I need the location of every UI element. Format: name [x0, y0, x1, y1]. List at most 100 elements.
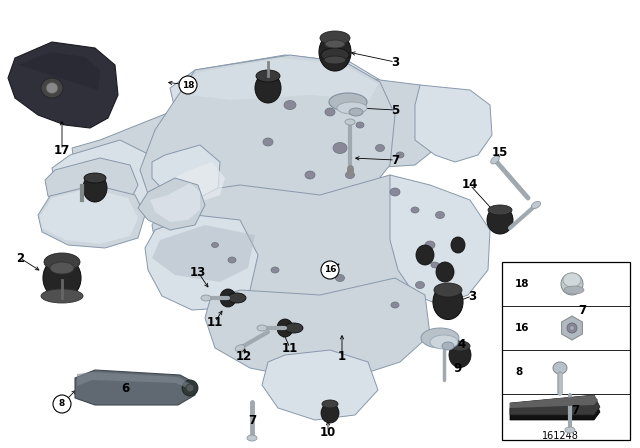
Ellipse shape	[436, 262, 454, 282]
Polygon shape	[52, 140, 155, 215]
Ellipse shape	[433, 284, 463, 319]
Ellipse shape	[450, 341, 470, 351]
Polygon shape	[18, 52, 100, 90]
Ellipse shape	[346, 172, 355, 178]
Ellipse shape	[284, 100, 296, 109]
Ellipse shape	[449, 343, 471, 367]
Ellipse shape	[531, 202, 541, 209]
Ellipse shape	[83, 174, 107, 202]
Ellipse shape	[553, 362, 567, 374]
Polygon shape	[38, 185, 145, 248]
Ellipse shape	[324, 56, 346, 64]
Ellipse shape	[256, 70, 280, 82]
Text: 2: 2	[16, 251, 24, 264]
Ellipse shape	[442, 342, 454, 350]
Circle shape	[53, 395, 71, 413]
Ellipse shape	[415, 281, 424, 289]
Text: 161248: 161248	[541, 431, 579, 441]
Polygon shape	[390, 175, 490, 305]
Text: 3: 3	[468, 289, 476, 302]
Ellipse shape	[322, 400, 338, 408]
Ellipse shape	[390, 188, 400, 196]
Ellipse shape	[431, 262, 439, 268]
Ellipse shape	[563, 273, 581, 287]
Ellipse shape	[561, 273, 583, 295]
Text: 13: 13	[190, 266, 206, 279]
Ellipse shape	[321, 403, 339, 423]
Ellipse shape	[376, 145, 385, 151]
Text: 18: 18	[182, 81, 195, 90]
Text: 12: 12	[236, 349, 252, 362]
Ellipse shape	[235, 345, 245, 351]
Text: 15: 15	[492, 146, 508, 159]
Text: 7: 7	[578, 303, 586, 316]
Polygon shape	[168, 162, 225, 202]
Polygon shape	[145, 215, 258, 310]
Text: 11: 11	[282, 341, 298, 354]
Text: 8: 8	[515, 367, 522, 377]
Ellipse shape	[211, 242, 218, 247]
Ellipse shape	[564, 286, 584, 294]
Polygon shape	[562, 316, 582, 340]
Ellipse shape	[345, 119, 355, 125]
Ellipse shape	[487, 206, 513, 234]
Polygon shape	[415, 85, 492, 162]
Polygon shape	[152, 175, 440, 328]
Ellipse shape	[391, 302, 399, 308]
Ellipse shape	[228, 257, 236, 263]
Ellipse shape	[411, 207, 419, 213]
Text: 1: 1	[338, 349, 346, 362]
Polygon shape	[45, 158, 138, 215]
Ellipse shape	[570, 326, 575, 331]
Ellipse shape	[565, 427, 575, 433]
Ellipse shape	[329, 93, 367, 111]
Polygon shape	[152, 145, 220, 200]
Polygon shape	[510, 395, 600, 415]
Polygon shape	[8, 42, 118, 128]
Text: 5: 5	[391, 103, 399, 116]
Text: 7: 7	[391, 154, 399, 167]
Ellipse shape	[435, 211, 445, 219]
Ellipse shape	[488, 205, 512, 215]
Ellipse shape	[257, 325, 267, 331]
Ellipse shape	[43, 257, 81, 299]
Polygon shape	[77, 372, 192, 390]
Ellipse shape	[325, 40, 345, 48]
Ellipse shape	[396, 152, 404, 158]
Ellipse shape	[421, 328, 459, 348]
Ellipse shape	[416, 245, 434, 265]
Ellipse shape	[319, 33, 351, 71]
Text: 6: 6	[121, 382, 129, 395]
Polygon shape	[262, 350, 378, 420]
Ellipse shape	[320, 31, 350, 45]
Ellipse shape	[220, 289, 236, 307]
Ellipse shape	[451, 237, 465, 253]
Ellipse shape	[201, 295, 211, 301]
Text: 10: 10	[320, 426, 336, 439]
Circle shape	[321, 261, 339, 279]
Text: 18: 18	[515, 279, 529, 289]
Ellipse shape	[271, 267, 279, 273]
Polygon shape	[510, 395, 598, 408]
Ellipse shape	[247, 435, 257, 441]
Text: 8: 8	[59, 400, 65, 409]
Text: 3: 3	[391, 56, 399, 69]
Text: 16: 16	[515, 323, 529, 333]
Polygon shape	[138, 178, 205, 230]
Ellipse shape	[255, 73, 281, 103]
Ellipse shape	[333, 142, 347, 154]
Ellipse shape	[425, 241, 435, 249]
Text: 17: 17	[54, 143, 70, 156]
Ellipse shape	[305, 171, 315, 179]
Ellipse shape	[44, 253, 80, 271]
Text: 7: 7	[571, 404, 579, 417]
Ellipse shape	[349, 108, 363, 116]
Polygon shape	[75, 370, 195, 405]
Polygon shape	[140, 55, 395, 225]
Text: 4: 4	[458, 339, 466, 352]
Ellipse shape	[50, 262, 74, 274]
Ellipse shape	[337, 102, 367, 114]
Circle shape	[179, 76, 197, 94]
Text: 9: 9	[454, 362, 462, 375]
Polygon shape	[40, 188, 138, 244]
